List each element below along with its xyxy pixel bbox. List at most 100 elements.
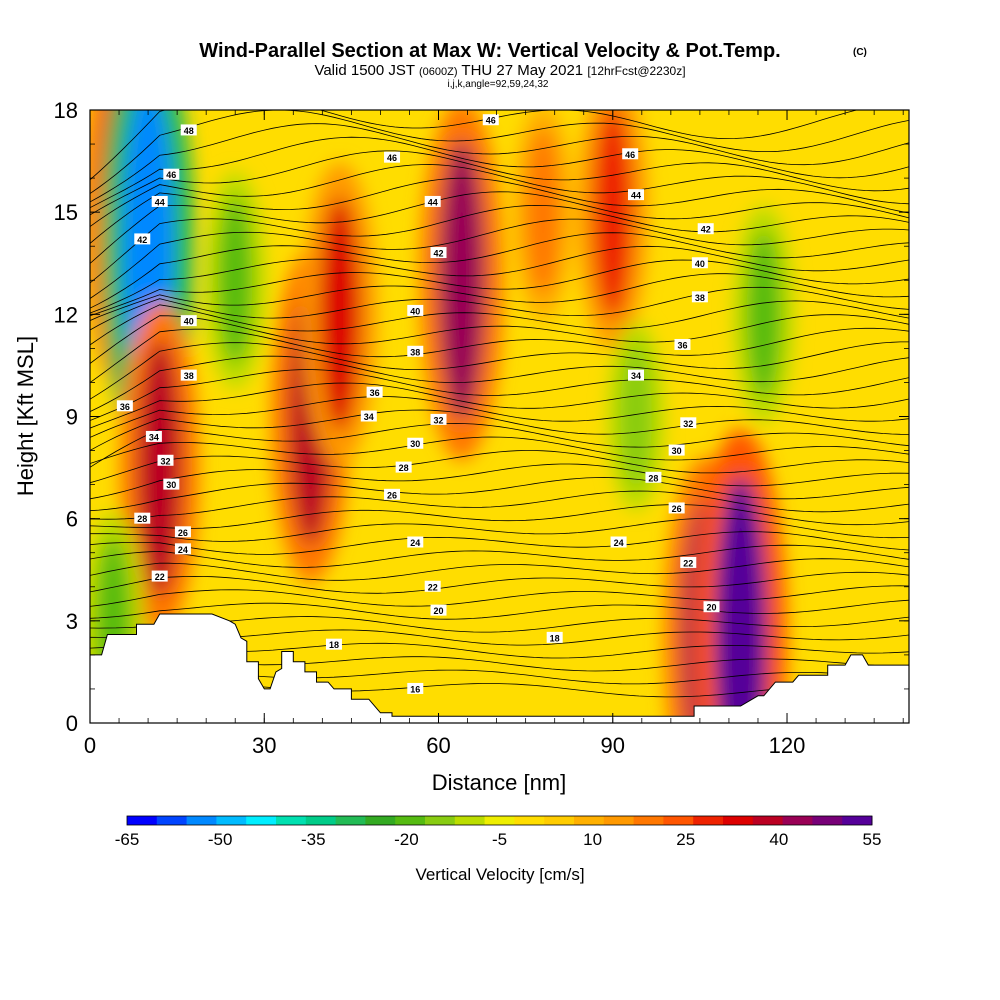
isentrope-label-text: 22 [155, 572, 165, 582]
isentrope-label-text: 18 [550, 633, 560, 643]
velocity-core [714, 476, 767, 723]
velocity-core [526, 128, 561, 297]
colorbar-swatch [633, 816, 664, 825]
isentrope-labels: 48 46 44 42 40 38 36 34 32 30 28 26 24 22 46 46 44 42 40 38… [116, 114, 720, 694]
isentrope-label-text: 26 [672, 504, 682, 514]
colorbar-swatch [514, 816, 545, 825]
colorbar-swatch [603, 816, 635, 825]
isentrope-label-bg [645, 471, 662, 483]
isentrope-line [90, 423, 909, 468]
isentrope-label: 34 [628, 369, 644, 381]
colorbar-swatch [425, 816, 456, 825]
isentrope-label: 20 [430, 604, 447, 616]
isentrope-label: 46 [384, 151, 401, 163]
isentrope-label-bg [674, 338, 691, 350]
isentrope-label-text: 32 [161, 456, 171, 466]
isentrope-label-bg [384, 488, 401, 500]
isentrope-label-bg [424, 195, 441, 207]
colorbar-swatch [663, 816, 694, 825]
isentrope-label-bg [610, 536, 627, 548]
isentrope-label: 34 [360, 410, 377, 422]
isentrope-line [90, 136, 909, 209]
colorbar-tick-label: 40 [769, 830, 788, 849]
x-axis-ticks: 0 30 60 90 120 [84, 110, 904, 758]
isentrope-label: 34 [145, 430, 162, 442]
isentrope-label-bg [116, 400, 133, 412]
y-axis-label: Height [Kft MSL] [13, 336, 38, 496]
colorbar-tick-label: -35 [301, 830, 326, 849]
subtitle-forecast: [12hrFcst@2230z] [587, 64, 685, 78]
colorbar: -65 -50 -35 -20 -5 10 25 40 55 [115, 815, 881, 849]
isentrope-label: 44 [151, 195, 168, 207]
y-tick-label: 6 [66, 507, 78, 532]
isentrope-label-bg [424, 580, 441, 592]
isentrope-line [90, 355, 909, 412]
isentrope-label-bg [680, 556, 697, 568]
isentrope-label-text: 28 [399, 463, 409, 473]
isentrope-label: 22 [151, 570, 168, 582]
isentrope-label-text: 44 [631, 191, 641, 201]
isentrope-label-text: 38 [184, 371, 194, 381]
isentrope-label: 46 [163, 168, 180, 180]
isentrope-label-bg [180, 124, 197, 136]
isentrope-label: 16 [407, 682, 424, 694]
isentrope-label-text: 32 [683, 419, 693, 429]
isentrope-line [90, 517, 909, 542]
y-tick-label: 3 [66, 609, 78, 634]
isentrope-line [90, 369, 909, 421]
isentrope-label-bg [395, 461, 412, 473]
isentrope-label-text: 16 [410, 684, 420, 694]
isentrope-line [90, 164, 909, 227]
isentrope-label: 36 [366, 386, 383, 398]
x-tick-label: 90 [601, 733, 625, 758]
isentrope-label-text: 24 [178, 545, 188, 555]
isentrope-label-text: 28 [648, 473, 658, 483]
subtitle-valid: Valid 1500 JST [314, 62, 414, 79]
isentrope-line [90, 382, 909, 429]
isentrope-label: 24 [174, 543, 191, 555]
isentrope-label-bg [407, 536, 424, 548]
velocity-core [438, 141, 485, 420]
isentrope-line [90, 327, 909, 383]
y-tick-label: 12 [54, 302, 78, 327]
isentrope-label-bg [407, 682, 424, 694]
isentrope-label-bg [163, 478, 180, 490]
isentrope-label-bg [325, 638, 342, 650]
isentrope-label-bg [703, 601, 720, 613]
isentrope-label: 26 [174, 526, 191, 538]
isentrope-label-bg [174, 543, 191, 555]
isentrope-label-text: 38 [695, 293, 705, 303]
isentrope-line [90, 123, 909, 203]
isentrope-line [90, 314, 909, 364]
isentrope-line [90, 204, 909, 284]
isentrope-label: 30 [163, 478, 180, 490]
colorbar-swatch [812, 816, 843, 825]
isentrope-label-text: 22 [428, 582, 438, 592]
isentrope-label-bg [430, 247, 447, 259]
velocity-core [218, 196, 253, 365]
colorbar-swatch [276, 816, 307, 825]
isentrope-label: 44 [628, 189, 644, 201]
isentrope-label: 28 [645, 471, 662, 483]
colorbar-swatch [544, 816, 575, 825]
isentrope-label-text: 20 [434, 606, 444, 616]
colorbar-swatch [723, 816, 754, 825]
isentrope-line [90, 558, 909, 581]
colorbar-tick-label: -65 [115, 830, 140, 849]
isentrope-label-bg [691, 257, 708, 269]
isentrope-label-text: 34 [149, 432, 159, 442]
colorbar-swatch [574, 816, 605, 825]
colorbar-swatch [782, 816, 813, 825]
isentrope-label-bg [668, 444, 685, 456]
isentrope-label: 32 [157, 454, 174, 466]
isentrope-line [90, 450, 909, 484]
colorbar-swatch [454, 816, 486, 825]
isentrope-label-text: 40 [695, 259, 705, 269]
subtitle-zulu: (0600Z) [419, 66, 458, 78]
isentrope-label: 20 [703, 601, 720, 613]
isentrope-label-bg [430, 604, 447, 616]
colorbar-swatch [484, 816, 515, 825]
isentrope-line [90, 490, 909, 520]
isentrope-line [90, 300, 909, 346]
terrain-profile [90, 613, 909, 723]
